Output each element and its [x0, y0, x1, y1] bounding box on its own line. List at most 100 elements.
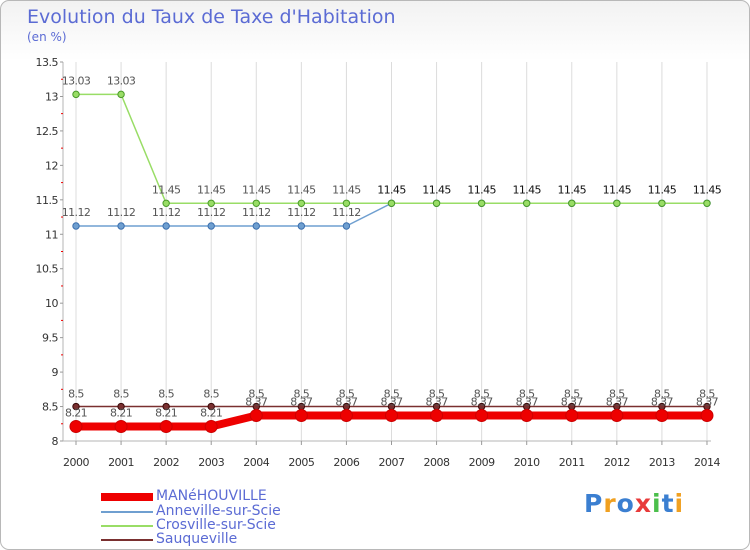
legend-label-crosville: Crosville-sur-Scie — [156, 517, 276, 533]
data-label: 8.5 — [339, 388, 355, 401]
y-tick-label: 10.5 — [36, 263, 59, 276]
data-label: 11.45 — [197, 183, 226, 196]
data-label: 8.37 — [471, 396, 494, 409]
data-point — [477, 199, 486, 207]
data-point — [252, 222, 260, 230]
data-label: 11.45 — [648, 183, 677, 196]
data-label: 11.12 — [332, 206, 361, 219]
data-point — [294, 409, 308, 423]
chart-title: Evolution du Taux de Taxe d'Habitation — [27, 6, 396, 28]
data-label: 8.5 — [654, 388, 670, 401]
logo-letter: x — [634, 489, 652, 518]
data-label: 11.45 — [152, 183, 181, 196]
data-point — [162, 402, 170, 411]
x-tick-label: 2008 — [424, 456, 450, 469]
data-label: 8.37 — [380, 396, 403, 409]
x-tick-label: 2003 — [198, 456, 224, 469]
y-tick-label: 10 — [45, 297, 58, 310]
data-point — [114, 420, 128, 434]
data-label: 8.5 — [609, 388, 625, 401]
data-point — [475, 409, 489, 423]
legend-swatch-anneville — [101, 511, 153, 513]
x-tick-label: 2004 — [243, 456, 269, 469]
data-label: 8.37 — [516, 396, 539, 409]
data-point — [72, 402, 80, 411]
data-label: 13.03 — [62, 74, 91, 87]
data-point — [72, 222, 80, 230]
legend-label-anneville: Anneville-sur-Scie — [156, 503, 281, 519]
legend-swatch-sauqueville — [101, 539, 153, 541]
data-label: 11.45 — [377, 183, 406, 196]
logo-letter: i — [652, 489, 662, 518]
data-point — [207, 402, 215, 411]
data-point — [297, 222, 306, 230]
data-point — [339, 409, 353, 423]
x-tick-label: 2005 — [288, 456, 314, 469]
data-point — [703, 199, 711, 207]
legend-label-sauqueville: Sauqueville — [156, 531, 238, 547]
data-label: 11.12 — [287, 206, 316, 219]
data-point — [658, 199, 666, 207]
x-tick-label: 2007 — [378, 456, 404, 469]
data-label: 8.21 — [200, 407, 222, 420]
data-point — [207, 222, 215, 230]
data-label: 8.5 — [699, 388, 715, 401]
data-label: 8.37 — [651, 396, 674, 409]
data-point — [204, 420, 218, 434]
logo-letter: i — [674, 489, 685, 518]
x-tick-label: 2011 — [559, 456, 585, 469]
x-tick-label: 2012 — [604, 456, 630, 469]
data-label: 11.45 — [693, 183, 722, 196]
data-point — [252, 199, 260, 207]
y-tick-label: 11 — [45, 228, 58, 241]
data-point — [342, 199, 351, 207]
logo-letter: t — [661, 489, 675, 518]
data-point — [568, 199, 576, 207]
data-label: 8.5 — [384, 388, 400, 401]
data-label: 11.45 — [558, 183, 587, 196]
data-label: 11.45 — [422, 183, 451, 196]
data-label: 8.37 — [426, 396, 449, 409]
data-label: 11.12 — [152, 206, 181, 219]
logo-letter: o — [616, 489, 635, 518]
data-point — [69, 420, 83, 434]
data-point — [117, 222, 125, 230]
data-label: 11.12 — [107, 206, 136, 219]
data-point — [249, 409, 263, 423]
data-point — [159, 420, 173, 434]
x-tick-label: 2014 — [694, 456, 720, 469]
data-point — [565, 409, 579, 423]
data-point — [207, 199, 215, 207]
data-label: 8.37 — [290, 396, 313, 409]
data-label: 8.37 — [335, 396, 358, 409]
x-tick-label: 2009 — [469, 456, 495, 469]
data-point — [297, 199, 306, 207]
y-tick-label: 8 — [52, 435, 59, 448]
y-tick-label: 13 — [45, 90, 58, 103]
data-label: 13.03 — [107, 74, 136, 87]
data-label: 11.12 — [62, 206, 91, 219]
x-tick-label: 2002 — [153, 456, 179, 469]
data-point — [117, 90, 125, 99]
data-point — [384, 409, 398, 423]
legend-label-manehouville: MANéHOUVILLE — [156, 488, 267, 504]
data-label: 8.5 — [474, 388, 490, 401]
y-tick-label: 13.5 — [36, 56, 59, 69]
data-label: 11.45 — [287, 183, 316, 196]
data-point — [162, 199, 170, 207]
data-label: 11.45 — [467, 183, 496, 196]
y-tick-label: 12 — [45, 159, 58, 172]
data-point — [162, 222, 170, 230]
data-point — [432, 199, 441, 207]
data-label: 8.5 — [519, 388, 535, 401]
data-label: 11.45 — [242, 183, 271, 196]
data-point — [72, 90, 80, 99]
x-tick-label: 2013 — [649, 456, 675, 469]
legend-swatch-crosville — [101, 525, 153, 527]
data-point — [430, 409, 444, 423]
data-label: 8.5 — [429, 388, 445, 401]
logo-letter: P — [584, 489, 604, 518]
data-point — [387, 199, 396, 207]
data-label: 11.12 — [197, 206, 226, 219]
